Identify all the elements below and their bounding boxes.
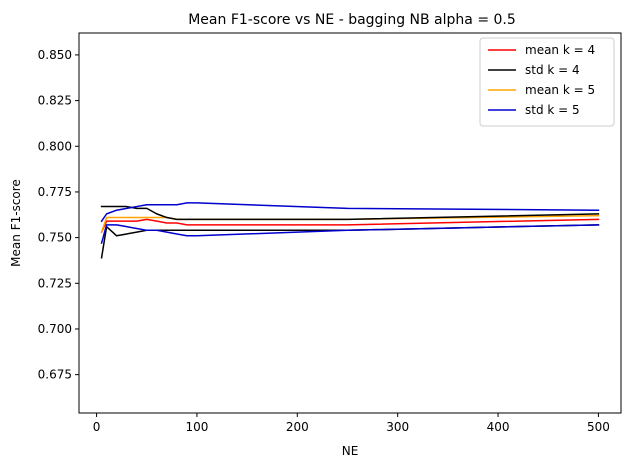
- y-tick-label: 0.675: [38, 368, 72, 382]
- x-axis: 0 100 200 300 400 500: [93, 413, 610, 434]
- y-tick-label: 0.775: [38, 185, 72, 199]
- legend-label: mean k = 4: [525, 43, 595, 57]
- y-tick-label: 0.725: [38, 276, 72, 290]
- series-layer: [100, 202, 600, 259]
- legend-label: std k = 5: [525, 103, 580, 117]
- x-tick-label: 0: [93, 420, 101, 434]
- plot-area-frame: [78, 32, 622, 414]
- x-tick-label: 200: [286, 420, 309, 434]
- chart-title: Mean F1-score vs NE - bagging NB alpha =…: [188, 12, 516, 28]
- legend: mean k = 4 std k = 4 mean k = 5 std k = 5: [479, 37, 615, 127]
- y-tick-label: 0.825: [38, 94, 72, 108]
- series-line-6: [100, 202, 600, 223]
- x-tick-label: 400: [487, 420, 510, 434]
- x-tick-label: 100: [185, 420, 208, 434]
- legend-label: std k = 4: [525, 63, 580, 77]
- y-tick-label: 0.750: [38, 231, 72, 245]
- series-line-5: [100, 205, 600, 221]
- series-line-4: [100, 224, 600, 245]
- series-line-1: [100, 218, 600, 234]
- y-tick-label: 0.800: [38, 139, 72, 153]
- x-axis-label: NE: [342, 444, 359, 458]
- x-tick-label: 300: [386, 420, 409, 434]
- x-tick-label: 500: [587, 420, 610, 434]
- y-axis: 0.675 0.700 0.725 0.750 0.775 0.800 0.825 0.850: [38, 48, 79, 382]
- y-tick-label: 0.850: [38, 48, 72, 62]
- legend-box: [479, 37, 615, 127]
- legend-label: mean k = 5: [525, 83, 595, 97]
- y-axis-label: Mean F1-score: [9, 179, 23, 267]
- y-tick-label: 0.700: [38, 322, 72, 336]
